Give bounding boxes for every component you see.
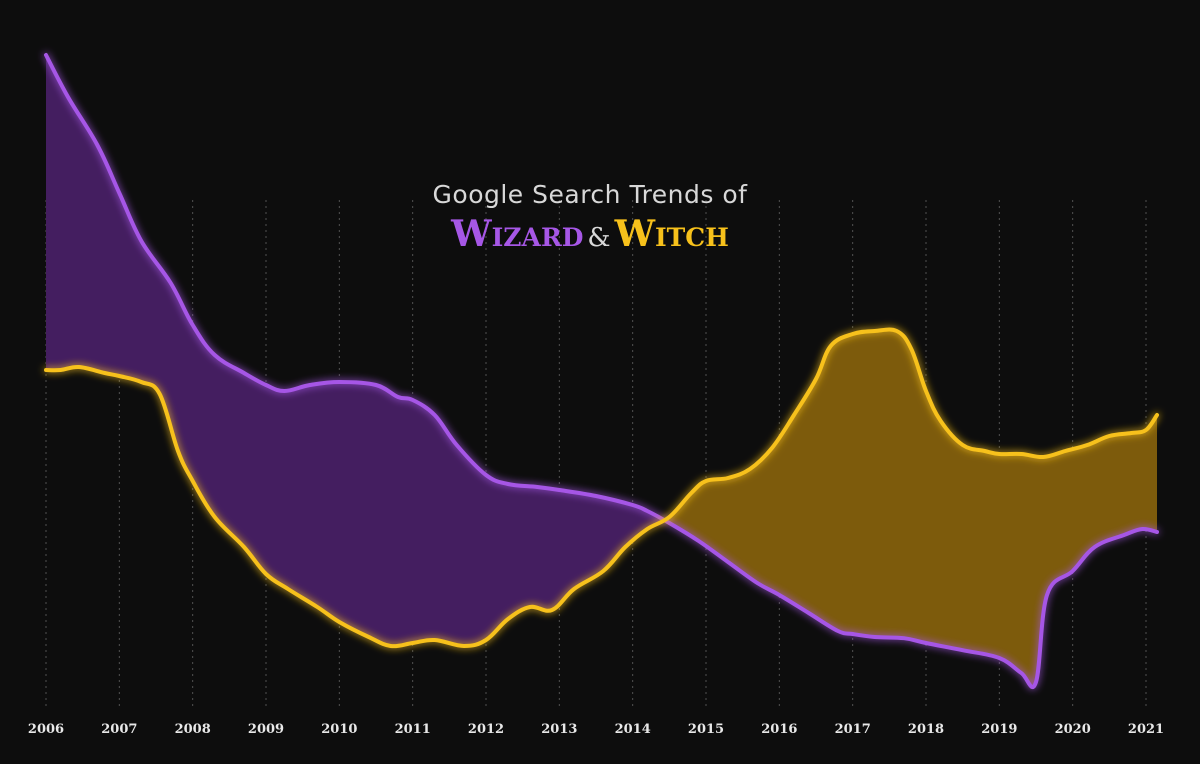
tick-label-2018: 2018	[908, 722, 944, 737]
tick-label-2007: 2007	[101, 722, 137, 737]
tick-label-2013: 2013	[541, 722, 577, 737]
title-wizard: Wizard	[451, 213, 584, 255]
tick-label-2021: 2021	[1128, 722, 1164, 737]
tick-label-2015: 2015	[688, 722, 724, 737]
tick-label-2012: 2012	[468, 722, 504, 737]
series-lines	[44, 53, 1159, 690]
fill-wizard-leads	[46, 55, 1157, 647]
tick-label-2017: 2017	[835, 722, 871, 737]
series-line-wizard	[44, 53, 1159, 690]
chart-title: Google Search Trends of Wizard & Witch	[0, 180, 1180, 255]
tick-label-2009: 2009	[248, 722, 284, 737]
series-line-witch	[44, 327, 1159, 649]
x-axis-tick-labels: 2006 2007 2008 2009 2010 2011 2012 2013 2014 2015…	[28, 722, 1164, 737]
chart-title-line2: Wizard & Witch	[0, 213, 1180, 255]
fill-witch-leads	[46, 329, 1157, 685]
tick-label-2008: 2008	[175, 722, 211, 737]
tick-label-2020: 2020	[1055, 722, 1091, 737]
tick-label-2014: 2014	[615, 722, 651, 737]
tick-label-2006: 2006	[28, 722, 64, 737]
title-witch: Witch	[614, 213, 729, 255]
tick-label-2016: 2016	[761, 722, 797, 737]
tick-label-2019: 2019	[981, 722, 1017, 737]
tick-label-2011: 2011	[395, 722, 431, 737]
tick-label-2010: 2010	[321, 722, 357, 737]
chart-title-line1: Google Search Trends of	[432, 180, 748, 209]
title-ampersand: &	[587, 223, 611, 253]
between-series-fills	[46, 55, 1157, 685]
